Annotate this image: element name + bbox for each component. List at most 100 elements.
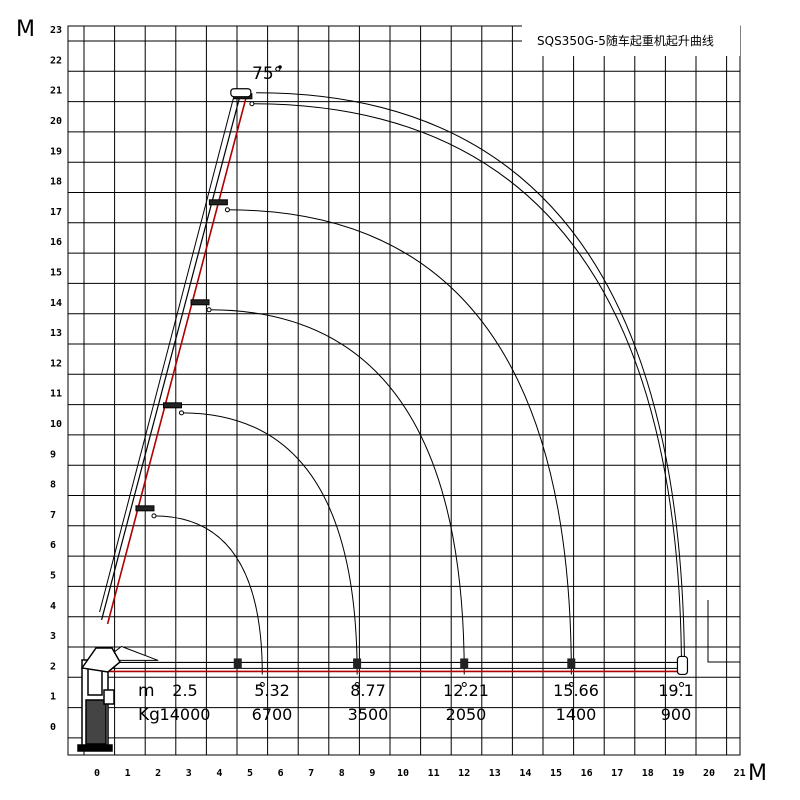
y-tick-label: 23 (50, 25, 62, 36)
x-tick-label: 16 (581, 768, 593, 779)
load-arcs (151, 92, 686, 687)
arc-start-dot (151, 513, 157, 519)
hboom-section-collar (233, 658, 242, 669)
load-arc (181, 412, 358, 675)
radius-value: 8.77 (350, 681, 386, 700)
x-tick-label: 12 (458, 768, 470, 779)
arc-end-dot (259, 681, 265, 687)
y-tick-label: 7 (50, 510, 56, 521)
x-tick-labels: 0 1 2 3 4 5 6 7 8 9 10 11 12 13 14 15 16 17 18 19 20 21 (94, 768, 746, 779)
boom-section-collar (135, 505, 155, 512)
load-arc (256, 92, 686, 675)
x-tick-label: 6 (278, 768, 284, 779)
x-axis-unit: M (748, 761, 767, 786)
y-tick-label: 6 (50, 540, 56, 551)
arc-start-dot (224, 207, 230, 213)
load-value: 2050 (446, 705, 487, 724)
y-tick-label: 14 (50, 298, 62, 309)
x-tick-label: 8 (339, 768, 345, 779)
x-tick-label: 11 (428, 768, 440, 779)
x-tick-label: 15 (550, 768, 562, 779)
x-tick-label: 9 (369, 768, 375, 779)
y-tick-label: 19 (50, 146, 62, 157)
hboom-section-collar (567, 658, 576, 669)
x-tick-label: 2 (155, 768, 161, 779)
y-tick-label: 4 (50, 601, 56, 612)
x-tick-label: 7 (308, 768, 314, 779)
x-tick-label: 3 (186, 768, 192, 779)
load-arc (153, 515, 263, 675)
y-tick-label: 12 (50, 358, 62, 369)
boom-inner-edge (99, 92, 236, 613)
x-tick-label: 4 (216, 768, 222, 779)
load-arc (227, 209, 572, 675)
radius-row-label: m (138, 681, 155, 701)
load-value: 3500 (348, 705, 389, 724)
y-tick-label: 18 (50, 177, 62, 188)
y-tick-label: 2 (50, 661, 56, 672)
grid (67, 25, 741, 756)
boom-red-edge (106, 94, 248, 625)
radius-values: 2.5 5.32 8.77 12.21 15.66 19.1 (172, 681, 694, 700)
y-tick-label: 21 (50, 86, 62, 97)
x-tick-label: 13 (489, 768, 501, 779)
load-arc (209, 309, 465, 675)
y-tick-label: 20 (50, 116, 62, 127)
x-tick-label: 1 (125, 768, 131, 779)
load-value: 14000 (160, 705, 211, 724)
chart-title: SQS350G-5随车起重机起升曲线 (537, 33, 714, 48)
boom-section-collar (163, 402, 182, 409)
boom-section-collar (208, 199, 228, 206)
title-box (522, 24, 740, 56)
x-tick-label: 14 (519, 768, 531, 779)
hboom-section-collar (353, 658, 362, 669)
frame-step (707, 600, 740, 663)
x-tick-label: 0 (94, 768, 100, 779)
arc-start-dot (179, 410, 184, 416)
boom-angle-label: 75° (252, 64, 282, 84)
boom-outer-edge (101, 92, 242, 621)
boom-tip-head (230, 88, 252, 98)
x-tick-label: 18 (642, 768, 654, 779)
arc-end-dot (568, 681, 574, 687)
x-tick-label: 20 (703, 768, 715, 779)
y-tick-label: 22 (50, 55, 62, 66)
y-tick-label: 0 (50, 722, 56, 733)
arc-end-dot (461, 681, 467, 687)
arc-start-dot (249, 101, 255, 107)
arc-start-dot (206, 307, 212, 313)
y-axis-unit: M (16, 17, 35, 42)
y-tick-label: 9 (50, 449, 56, 460)
boom-section-collar (190, 299, 210, 306)
radius-value: 15.66 (553, 681, 599, 700)
y-tick-label: 3 (50, 631, 56, 642)
load-value: 900 (661, 705, 692, 724)
y-tick-label: 8 (50, 480, 56, 491)
hboom-tip-head (676, 655, 689, 676)
y-tick-label: 5 (50, 571, 56, 582)
x-tick-label: 17 (611, 768, 623, 779)
horizontal-boom (101, 645, 689, 676)
y-tick-label: 11 (50, 389, 62, 400)
arc-end-dot (354, 681, 360, 687)
y-tick-label: 10 (50, 419, 62, 430)
radius-value: 5.32 (254, 681, 290, 700)
load-value: 6700 (252, 705, 293, 724)
hboom-section-collar (460, 658, 469, 669)
raised-boom (99, 88, 253, 625)
y-tick-label: 1 (50, 692, 56, 703)
crane-base (77, 647, 121, 752)
radius-value: 12.21 (443, 681, 489, 700)
y-tick-label: 13 (50, 328, 62, 339)
x-tick-label: 10 (397, 768, 409, 779)
y-tick-label: 16 (50, 237, 62, 248)
arc-end-dot (679, 681, 685, 687)
x-tick-label: 21 (734, 768, 746, 779)
grid-frame (67, 25, 741, 756)
boom-angle-degree-marker (278, 65, 282, 69)
y-tick-label: 15 (50, 268, 62, 279)
radius-value: 2.5 (172, 681, 197, 700)
load-row-label: Kg (138, 705, 160, 725)
